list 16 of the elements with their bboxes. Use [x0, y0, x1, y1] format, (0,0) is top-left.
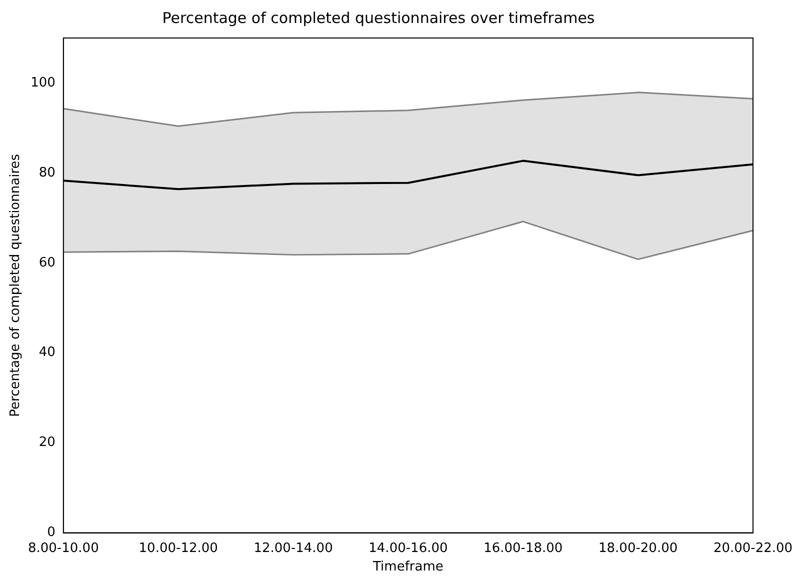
x-tick-label: 10.00-12.00 [138, 540, 218, 556]
y-axis-title: Percentage of completed questionnaires [8, 154, 24, 417]
x-tick-label: 20.00-22.00 [713, 540, 793, 556]
x-tick-label: 14.00-16.00 [368, 540, 448, 556]
y-tick-label: 20 [38, 435, 56, 450]
y-tick-label: 100 [30, 75, 56, 90]
x-axis-title: Timeframe [372, 560, 444, 575]
x-tick-label: 18.00-20.00 [598, 540, 678, 556]
chart-title: Percentage of completed questionnaires over timeframes [162, 8, 595, 27]
y-tick-label: 0 [47, 525, 56, 540]
x-tick-label: 16.00-18.00 [484, 540, 563, 556]
x-tick-label: 8.00-10.00 [28, 540, 99, 556]
y-tick-label: 60 [38, 255, 56, 270]
x-tick-label: 12.00-14.00 [254, 540, 333, 556]
y-tick-label: 40 [38, 345, 56, 360]
y-tick-label: 80 [38, 165, 56, 180]
